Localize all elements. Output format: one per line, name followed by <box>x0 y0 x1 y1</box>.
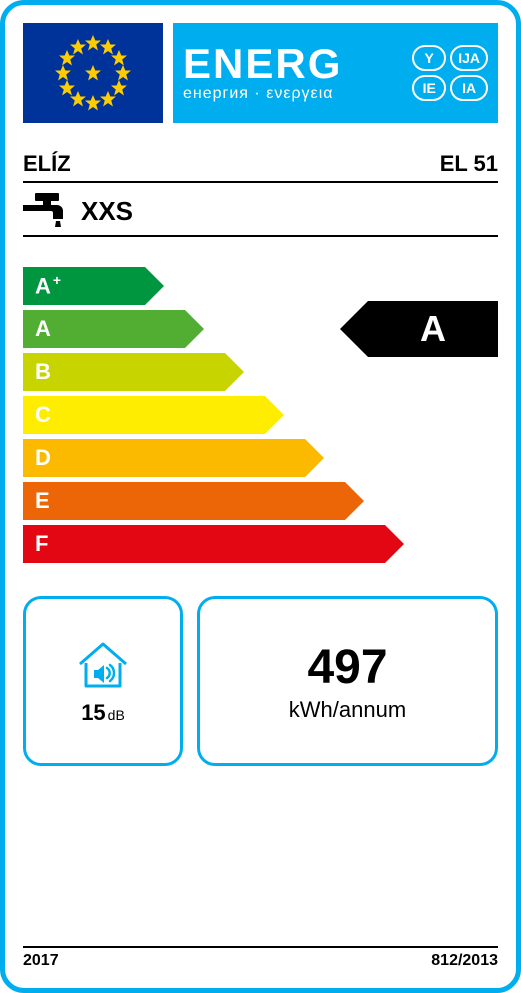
load-profile: XXS <box>81 196 133 227</box>
sound-house-icon <box>74 636 132 694</box>
scale-class-label: A+ <box>35 272 61 299</box>
scale-arrow: A <box>23 310 185 348</box>
model-name: EL 51 <box>440 151 498 177</box>
energ-suffix: IE <box>412 75 446 101</box>
scale-row: E <box>23 482 498 520</box>
footer: 2017 812/2013 <box>23 946 498 970</box>
tap-row: XXS <box>23 193 498 237</box>
energ-suffix-grid: Y IJA IE IA <box>412 45 488 101</box>
consumption-value: 497 <box>307 640 387 695</box>
noise-value: 15dB <box>81 700 125 726</box>
scale-row: B <box>23 353 498 391</box>
tap-icon <box>23 193 67 229</box>
energ-title: ENERG <box>183 43 404 85</box>
energ-block: ENERG енергия · ενεργεια Y IJA IE IA <box>173 23 498 123</box>
scale-arrow: E <box>23 482 345 520</box>
energ-suffix: IJA <box>450 45 488 71</box>
scale-class-label: E <box>35 488 50 514</box>
energy-scale: A+ABCDEF A <box>23 267 498 568</box>
scale-class-label: A <box>35 316 51 342</box>
energ-subtitle: енергия · ενεργεια <box>183 85 404 103</box>
scale-row: A+ <box>23 267 498 305</box>
scale-row: D <box>23 439 498 477</box>
footer-year: 2017 <box>23 952 59 970</box>
header: ENERG енергия · ενεργεια Y IJA IE IA <box>23 23 498 123</box>
scale-class-label: F <box>35 531 48 557</box>
scale-arrow: B <box>23 353 225 391</box>
energ-suffix: Y <box>412 45 446 71</box>
scale-row: F <box>23 525 498 563</box>
ident-row: ELÍZ EL 51 <box>23 151 498 183</box>
energ-suffix: IA <box>450 75 488 101</box>
scale-arrow: A+ <box>23 267 145 305</box>
noise-box: 15dB <box>23 596 183 766</box>
scale-class-label: B <box>35 359 51 385</box>
scale-arrow: C <box>23 396 265 434</box>
footer-regulation: 812/2013 <box>431 952 498 970</box>
bottom-row: 15dB 497 kWh/annum <box>23 596 498 766</box>
eu-flag-icon <box>23 23 163 123</box>
selected-class-arrow: A <box>368 301 498 357</box>
supplier-name: ELÍZ <box>23 151 71 177</box>
scale-class-label: D <box>35 445 51 471</box>
scale-arrow: F <box>23 525 385 563</box>
selected-class-label: A <box>420 308 446 350</box>
consumption-unit: kWh/annum <box>289 697 406 723</box>
scale-class-label: C <box>35 402 51 428</box>
scale-row: C <box>23 396 498 434</box>
consumption-box: 497 kWh/annum <box>197 596 498 766</box>
scale-arrow: D <box>23 439 305 477</box>
